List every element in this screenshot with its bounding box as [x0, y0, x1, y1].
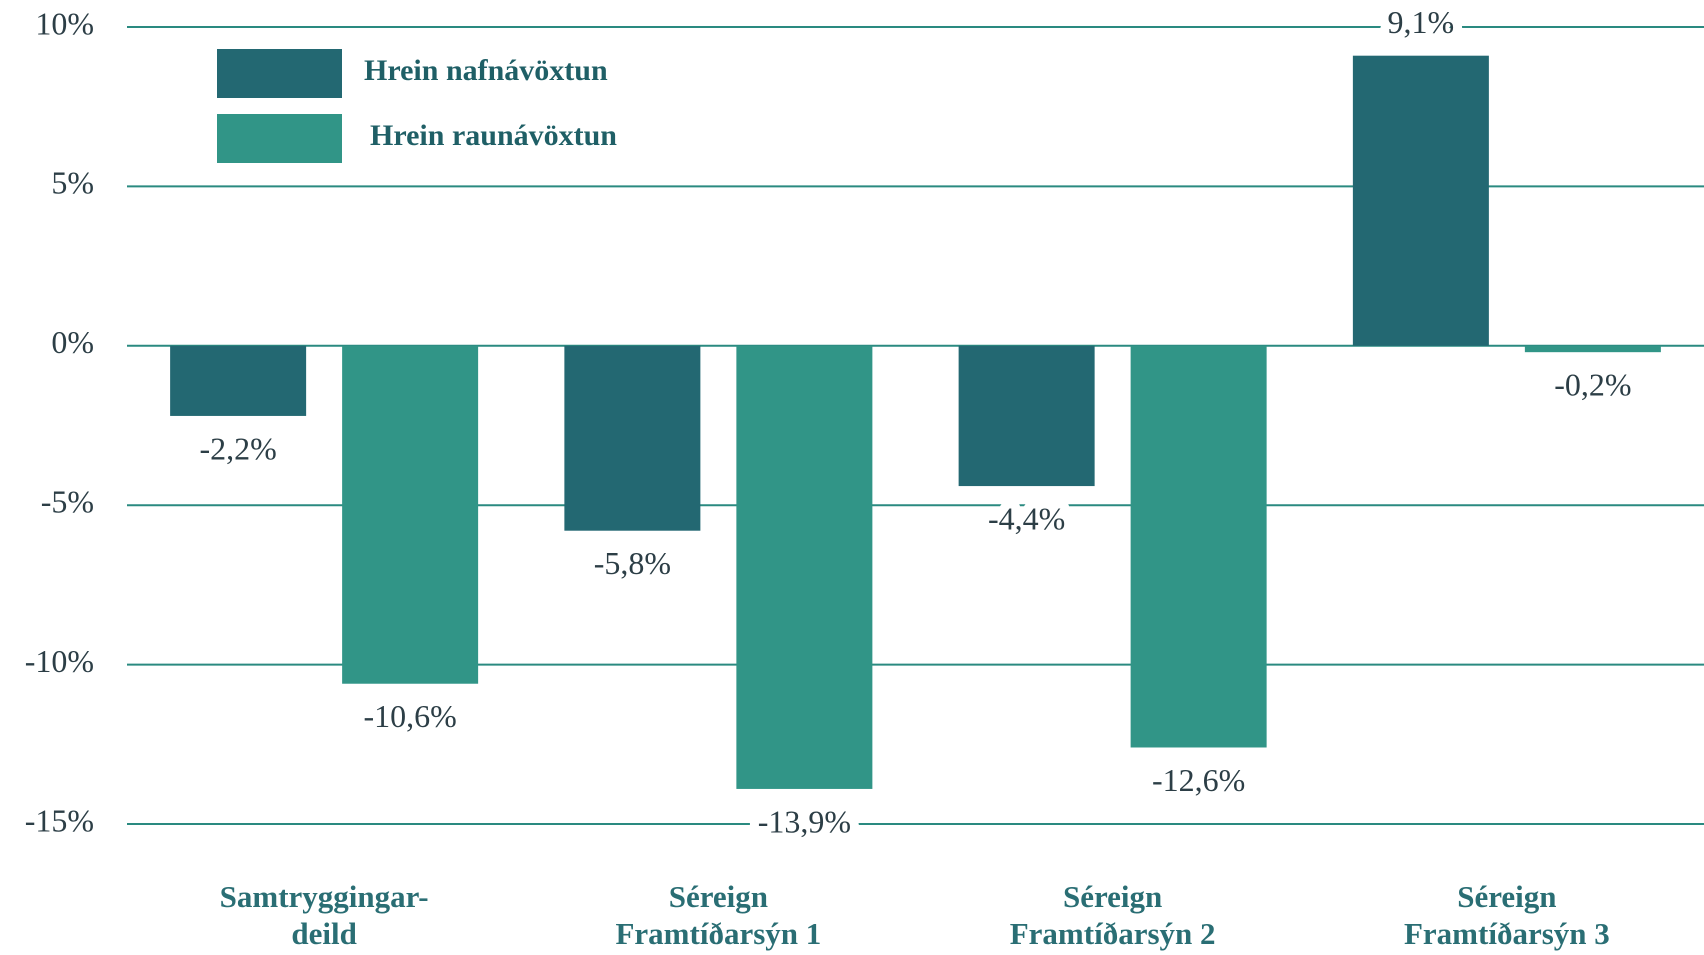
legend-label: Hrein nafnávöxtun — [364, 54, 608, 87]
x-tick-label: Framtíðarsýn 1 — [615, 916, 821, 951]
x-tick-label: Framtíðarsýn 2 — [1010, 916, 1216, 951]
value-label: -5,8% — [594, 545, 671, 581]
x-tick-label: Framtíðarsýn 3 — [1404, 916, 1610, 951]
bar — [1352, 55, 1489, 346]
bar — [342, 345, 479, 684]
bar — [736, 345, 873, 789]
value-label: -13,9% — [758, 803, 851, 839]
x-tick-label: Séreign — [669, 879, 768, 914]
y-tick-label: -10% — [25, 643, 94, 679]
bar — [1130, 345, 1267, 748]
legend-swatch — [217, 49, 342, 98]
legend-label: Hrein raunávöxtun — [370, 119, 617, 152]
y-tick-label: -15% — [25, 802, 94, 838]
bar — [1524, 345, 1661, 353]
bar — [170, 345, 307, 416]
legend-swatch — [217, 114, 342, 163]
x-tick-label: Séreign — [1457, 879, 1556, 914]
x-tick-label: Samtryggingar- — [220, 879, 429, 914]
value-label: -2,2% — [199, 430, 276, 466]
value-label: -12,6% — [1152, 762, 1245, 798]
value-label: -10,6% — [363, 698, 456, 734]
value-label: -4,4% — [988, 500, 1065, 536]
bar — [958, 345, 1095, 487]
value-label: 9,1% — [1388, 4, 1455, 40]
value-label: -0,2% — [1554, 367, 1631, 403]
y-tick-label: -5% — [41, 484, 94, 520]
y-tick-label: 10% — [35, 5, 94, 41]
y-tick-label: 5% — [51, 165, 94, 201]
y-tick-label: 0% — [51, 324, 94, 360]
x-tick-label: deild — [291, 916, 356, 951]
x-tick-label: Séreign — [1063, 879, 1162, 914]
bar — [564, 345, 701, 531]
